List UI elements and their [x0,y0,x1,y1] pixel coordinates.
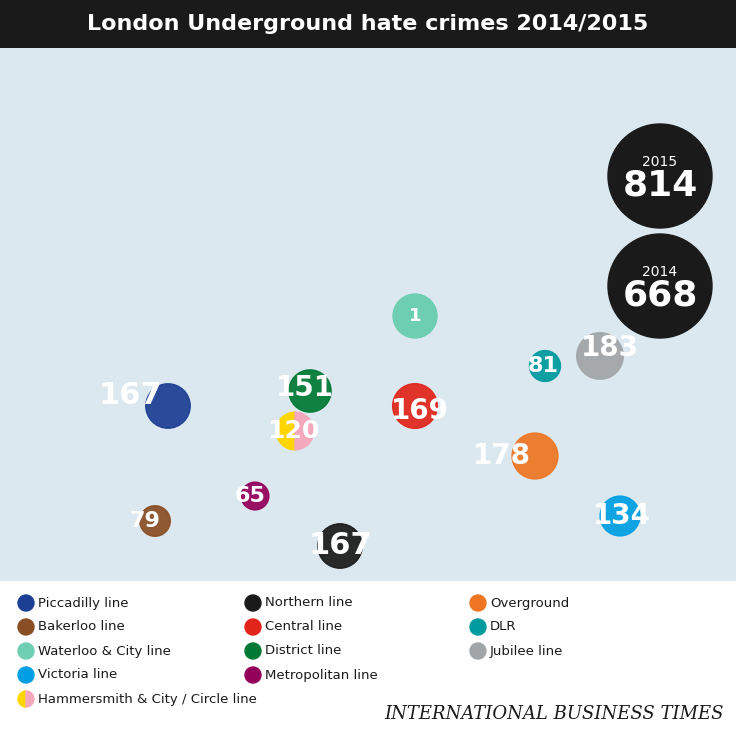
Circle shape [393,294,437,338]
Text: Overground: Overground [490,596,569,609]
Circle shape [608,124,712,228]
Circle shape [470,595,486,611]
Circle shape [245,619,261,635]
Text: Hammersmith & City / Circle line: Hammersmith & City / Circle line [38,693,257,706]
Circle shape [18,643,34,659]
Text: 178: 178 [473,442,531,470]
Text: 169: 169 [391,397,449,425]
Circle shape [18,619,34,635]
Text: 2015: 2015 [643,155,678,169]
Text: 167: 167 [308,531,372,561]
Circle shape [18,667,34,683]
Text: Northern line: Northern line [265,596,353,609]
Circle shape [289,370,331,412]
Circle shape [600,496,640,536]
Text: London Underground hate crimes 2014/2015: London Underground hate crimes 2014/2015 [88,14,648,34]
Text: 1: 1 [408,307,421,325]
Circle shape [392,383,437,428]
Text: Victoria line: Victoria line [38,668,117,682]
Wedge shape [295,412,314,450]
Bar [0,40,736,581]
Circle shape [318,524,362,568]
Wedge shape [26,691,34,707]
Text: DLR: DLR [490,620,517,634]
Text: 151: 151 [276,374,334,402]
Text: 65: 65 [235,486,266,506]
Text: Metropolitan line: Metropolitan line [265,668,378,682]
Circle shape [470,619,486,635]
Text: 79: 79 [130,511,160,531]
Text: Piccadilly line: Piccadilly line [38,596,129,609]
Bar [0,0,736,48]
Circle shape [245,595,261,611]
Text: Waterloo & City line: Waterloo & City line [38,645,171,657]
Circle shape [608,234,712,338]
Wedge shape [276,412,295,450]
Circle shape [140,506,170,537]
Circle shape [146,383,190,428]
Text: Bakerloo line: Bakerloo line [38,620,124,634]
Wedge shape [18,691,26,707]
Text: 668: 668 [623,279,698,313]
Text: 81: 81 [528,356,559,376]
Text: 183: 183 [581,334,639,362]
Circle shape [470,643,486,659]
Bar [0,581,736,736]
Text: 2014: 2014 [643,265,678,279]
Circle shape [529,350,561,381]
Text: Jubilee line: Jubilee line [490,645,563,657]
Circle shape [414,314,417,318]
Text: Central line: Central line [265,620,342,634]
Text: INTERNATIONAL BUSINESS TIMES: INTERNATIONAL BUSINESS TIMES [384,705,724,723]
Circle shape [577,333,623,379]
Circle shape [18,595,34,611]
Circle shape [245,643,261,659]
Text: 167: 167 [98,381,162,411]
Text: 814: 814 [623,169,698,203]
Circle shape [512,433,558,479]
Text: 120: 120 [267,419,319,443]
Text: District line: District line [265,645,342,657]
Circle shape [241,482,269,510]
Circle shape [245,667,261,683]
Text: 134: 134 [593,502,651,530]
